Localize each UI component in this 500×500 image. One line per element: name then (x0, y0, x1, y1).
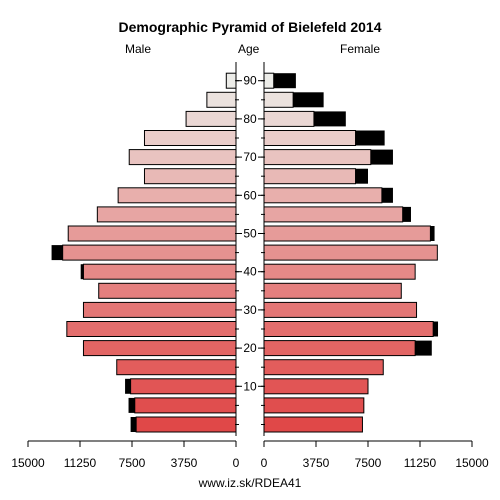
age-label: Age (238, 42, 260, 56)
female-excess-bar-70-74 (370, 149, 393, 165)
female-x-tick-label-0: 0 (261, 456, 268, 470)
female-bar-10-14 (263, 378, 369, 395)
male-bar-90+ (225, 72, 237, 89)
age-tick-label-80: 80 (243, 112, 257, 126)
female-bar-0-4 (263, 416, 363, 433)
male-bar-70-74 (128, 149, 237, 166)
female-excess-bar-85-89 (293, 92, 324, 108)
male-bar-55-59 (96, 206, 237, 223)
male-bar-5-9 (134, 397, 237, 414)
female-bar-5-9 (263, 397, 365, 414)
male-bar-80-84 (185, 110, 237, 127)
male-bar-50-54 (67, 225, 237, 242)
female-excess-bar-75-79 (355, 130, 385, 146)
female-x-tick-label-3750: 3750 (303, 456, 330, 470)
female-excess-bar-25-29 (433, 321, 439, 337)
female-excess-bar-80-84 (313, 111, 346, 127)
female-bar-55-59 (263, 206, 404, 223)
female-bar-75-79 (263, 130, 357, 146)
source-footer: www.iz.sk/RDEA41 (198, 476, 302, 490)
male-x-tick-label-11250: 11250 (64, 456, 97, 470)
female-bar-90+ (263, 72, 275, 89)
female-excess-bar-60-64 (381, 187, 393, 203)
female-excess-bar-90+ (273, 73, 296, 89)
male-label: Male (125, 42, 152, 56)
male-excess-bar-5-9 (128, 397, 135, 413)
male-bar-35-39 (98, 282, 237, 299)
male-bar-25-29 (66, 321, 237, 337)
chart-title: Demographic Pyramid of Bielefeld 2014 (118, 19, 382, 35)
female-x-tick-label-11250: 11250 (404, 456, 437, 470)
age-tick-label-60: 60 (243, 188, 257, 202)
female-excess-bar-50-54 (430, 226, 435, 241)
male-x-tick-label-7500: 7500 (119, 456, 146, 470)
female-bar-45-49 (263, 244, 438, 261)
female-bar-25-29 (263, 321, 434, 337)
male-excess-bar-40-44 (80, 264, 84, 280)
male-bar-60-64 (117, 187, 237, 204)
female-label: Female (340, 42, 381, 56)
female-bar-40-44 (263, 263, 416, 280)
female-bar-35-39 (263, 282, 402, 299)
female-bar-30-34 (263, 301, 418, 318)
age-tick-label-40: 40 (243, 265, 257, 279)
male-bar-45-49 (62, 244, 237, 261)
age-tick-label-10: 10 (243, 379, 257, 393)
age-tick-label-50: 50 (243, 227, 257, 241)
male-bar-15-19 (116, 359, 237, 376)
female-bar-50-54 (263, 225, 431, 242)
male-x-tick-label-0: 0 (233, 456, 240, 470)
age-tick-label-90: 90 (243, 74, 257, 88)
male-bar-10-14 (130, 378, 237, 395)
male-bar-30-34 (82, 301, 237, 318)
male-bar-0-4 (135, 416, 237, 433)
male-x-tick-label-3750: 3750 (171, 456, 198, 470)
female-bar-80-84 (263, 110, 315, 127)
age-tick-label-20: 20 (243, 341, 257, 355)
female-bar-20-24 (263, 340, 416, 357)
male-bar-85-89 (206, 91, 237, 108)
female-bar-65-69 (263, 168, 357, 185)
male-excess-bar-45-49 (51, 245, 63, 261)
male-bar-40-44 (82, 263, 237, 280)
female-x-tick-label-15000: 15000 (455, 456, 489, 470)
female-excess-bar-55-59 (402, 206, 411, 222)
female-excess-bar-20-24 (415, 340, 432, 356)
male-bar-20-24 (82, 340, 237, 357)
female-bar-15-19 (263, 359, 384, 376)
female-x-tick-label-7500: 7500 (355, 456, 382, 470)
age-tick-label-70: 70 (243, 150, 257, 164)
female-bar-60-64 (263, 187, 383, 204)
age-tick-label-30: 30 (243, 303, 257, 317)
male-excess-bar-0-4 (130, 417, 137, 432)
male-x-tick-label-15000: 15000 (11, 456, 45, 470)
male-bar-65-69 (143, 168, 237, 185)
male-excess-bar-10-14 (125, 378, 131, 394)
female-excess-bar-65-69 (355, 168, 368, 184)
female-bar-70-74 (263, 149, 372, 166)
female-bar-85-89 (263, 91, 294, 108)
male-bar-75-79 (143, 130, 237, 146)
